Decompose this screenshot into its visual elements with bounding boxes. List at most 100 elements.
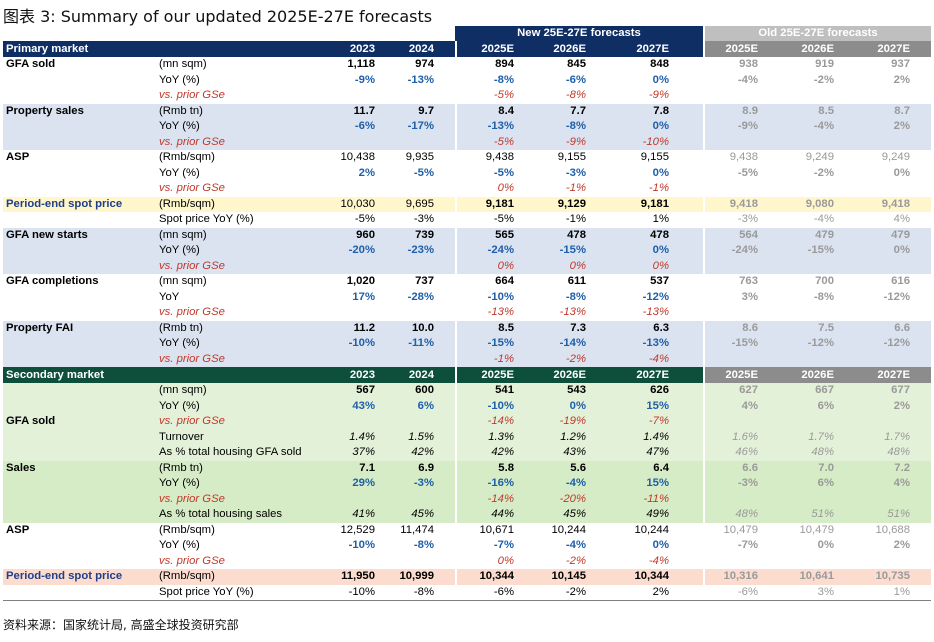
table-cell: 479 [891,228,910,241]
bottom-rule [3,600,931,601]
table-cell: 0% [652,244,669,256]
old-header-shade [705,41,931,57]
old-column-fill [705,196,931,212]
table-cell: 0% [652,73,669,86]
old-forecast-header: Old 25E-27E forecasts [705,26,931,41]
table-cell: 7.0 [818,461,834,474]
column-separator [703,414,705,430]
table-row: YoY (%) -20% -23% -24% -15% 0% -24% -15% 0% [3,243,931,259]
table-cell: 9,438 [485,151,514,163]
old-column-fill [705,305,931,321]
column-separator [703,538,705,554]
table-cell: -3% [413,477,434,489]
old-column-fill [705,150,931,166]
old-column-fill [705,165,931,181]
table-cell: 9,249 [805,151,834,163]
table-cell: -8% [565,120,586,132]
row-metric: vs. prior GSe [159,182,225,194]
table-cell: 8.9 [742,104,758,117]
table-cell: 478 [650,228,669,241]
table-row: As % total housing GFA sold 37% 42% 42% 43% 4… [3,445,931,461]
row-label: GFA sold [6,58,56,70]
table-cell: 1.6% [732,430,758,443]
table-cell: -8% [493,73,514,86]
table-cell: -1% [565,213,586,225]
old-column-fill [705,445,931,461]
column-separator [455,134,457,150]
table-cell: 478 [567,228,586,241]
column-separator [455,522,457,538]
source-note: 资料来源：国家统计局, 高盛全球投资研究部 [3,618,239,632]
table-cell: 5.6 [570,461,586,474]
table-row: vs. prior GSe -1% -2% -4% [3,351,931,367]
table-cell: 10,999 [399,570,434,582]
row-metric: Spot price YoY (%) [159,585,254,598]
table-cell: 7.3 [570,321,586,334]
column-separator [455,119,457,135]
table-row: (mn sqm) 567 600 541 543 626 627 667 677 [3,383,931,399]
table-row: vs. prior GSe -5% -9% -10% [3,134,931,150]
old-column-fill [705,398,931,414]
table-cell: 9.7 [418,104,434,117]
column-header: 2023 [349,43,375,55]
table-cell: 9,418 [729,197,758,210]
row-metric: vs. prior GSe [159,492,225,505]
column-separator [455,460,457,476]
column-header: 2027E [636,369,669,381]
table-row: ASP (Rmb/sqm) 10,438 9,935 9,438 9,155 9,155 9,… [3,150,931,166]
table-cell: 2% [893,73,910,86]
old-column-fill [705,553,931,569]
table-cell: 8.7 [894,104,910,117]
table-cell: 9,181 [485,197,514,210]
table-cell: -10% [487,290,514,303]
table-cell: 6% [417,399,434,412]
row-metric: (Rmb/sqm) [159,151,215,163]
table-cell: -4% [648,352,669,365]
column-separator [703,507,705,523]
table-cell: -5% [413,166,434,179]
row-label: ASP [6,151,30,163]
row-metric: (Rmb/sqm) [159,570,215,582]
column-separator [703,460,705,476]
row-metric: (mn sqm) [159,58,207,70]
row-metric: (mn sqm) [159,384,207,396]
table-cell: 11,950 [341,570,375,582]
row-metric: YoY (%) [159,120,200,132]
table-cell: -7% [648,415,669,427]
row-metric: (mn sqm) [159,275,207,287]
table-row: vs. prior GSe -13% -13% -13% [3,305,931,321]
table-cell: 1.7% [884,430,910,443]
table-row: Turnover 1.4% 1.5% 1.3% 1.2% 1.4% 1.6% 1.7% 1.7% [3,429,931,445]
table-cell: -2% [813,73,834,86]
table-cell: 10,479 [723,523,758,536]
table-cell: 7.8 [653,104,669,117]
row-label: Property FAI [6,321,74,334]
secondary-market-header: Secondary market 2023 2024 2025E 2026E 2027E 2… [3,367,931,383]
row-metric: As % total housing GFA sold [159,446,302,458]
old-column-fill [705,351,931,367]
table-cell: -15% [731,337,758,349]
table-cell: 0% [652,259,669,272]
column-separator [703,336,705,352]
table-cell: 5.8 [498,461,514,474]
column-separator [455,196,457,212]
table-row: YoY (%) 43% 6% -10% 0% 15% 4% 6% 2% [3,398,931,414]
table-cell: -1% [565,182,586,194]
column-separator [455,569,457,585]
table-cell: 7.1 [359,461,375,474]
table-row: Period-end spot price (Rmb/sqm) 11,950 10,9… [3,569,931,585]
table-cell: 51% [887,508,910,520]
table-cell: 763 [739,275,758,287]
table-cell: 7.2 [894,461,910,474]
old-column-fill [705,507,931,523]
table-cell: 1.4% [643,430,669,443]
table-cell: -24% [731,244,758,256]
column-separator [703,569,705,585]
row-metric: (Rmb tn) [159,321,203,334]
table-cell: -4% [737,73,758,86]
row-metric: vs. prior GSe [159,89,225,101]
row-metric: vs. prior GSe [159,135,225,148]
table-cell: -28% [407,290,434,303]
table-cell: 2% [893,120,910,132]
table-cell: -10% [348,539,375,551]
